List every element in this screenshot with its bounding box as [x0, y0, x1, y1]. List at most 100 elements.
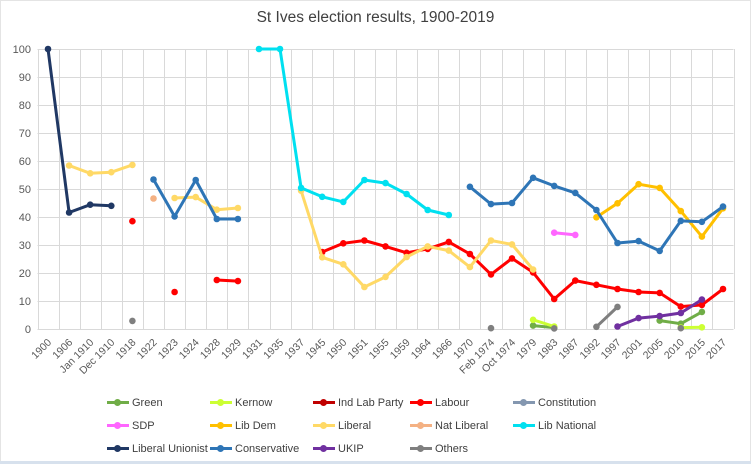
data-point: [529, 266, 537, 273]
x-tick-label: 2001: [620, 337, 645, 362]
y-tick-label: 50: [19, 184, 31, 196]
data-point: [698, 233, 706, 240]
series-line: [552, 231, 577, 237]
data-point: [698, 308, 706, 316]
data-point: [424, 243, 432, 250]
legend-label: Lib National: [538, 419, 597, 432]
data-point: [108, 202, 115, 210]
x-tick-label: 1937: [282, 337, 307, 362]
data-point: [382, 179, 389, 187]
data-point: [445, 247, 453, 254]
legend-marker-icon: [210, 421, 232, 430]
data-point: [677, 217, 685, 225]
data-point: [234, 204, 242, 212]
legend-label: Kernow: [235, 396, 273, 409]
legend-item-labour: Labour: [410, 397, 513, 409]
legend-label: Liberal: [338, 419, 372, 432]
series-line: [257, 47, 451, 217]
y-tick-label: 80: [19, 100, 31, 112]
series-ukip: [614, 296, 706, 330]
data-point: [656, 312, 663, 320]
y-tick-label: 40: [19, 212, 31, 224]
chart-legend: Green Kernow Ind Lab Party Labour Constituti…: [107, 391, 596, 460]
data-point: [487, 324, 495, 332]
legend-marker-icon: [107, 444, 129, 453]
legend-marker-icon: [210, 398, 232, 407]
legend-item-lib-national: Lib National: [513, 420, 596, 432]
y-tick-label: 90: [19, 72, 31, 84]
data-point: [550, 295, 558, 303]
data-point: [593, 206, 600, 214]
x-tick-label: 1931: [240, 337, 265, 362]
data-point: [403, 190, 410, 198]
data-point: [361, 237, 368, 244]
x-tick-label: 2010: [662, 337, 687, 362]
data-point: [487, 200, 495, 208]
data-point: [65, 162, 73, 169]
data-point: [171, 213, 178, 220]
legend-item-liberal-unionist: Liberal Unionist: [107, 443, 210, 455]
legend-label: UKIP: [338, 442, 364, 455]
legend-row: Liberal Unionist Conservative UKIP Others: [107, 437, 596, 460]
data-point: [445, 211, 453, 219]
data-point: [677, 207, 685, 215]
data-point: [276, 45, 284, 53]
y-tick-label: 0: [25, 324, 31, 336]
data-point: [719, 203, 727, 210]
data-point: [424, 206, 432, 214]
series-liberal: [65, 161, 537, 291]
data-point: [572, 277, 579, 284]
data-point: [86, 170, 94, 177]
data-point: [487, 271, 495, 278]
data-point: [108, 168, 115, 176]
data-point: [340, 198, 347, 206]
legend-label: Lib Dem: [235, 419, 276, 432]
gridlines: [37, 49, 735, 330]
data-point: [656, 247, 663, 255]
data-point: [65, 209, 73, 216]
series-labour: [129, 217, 727, 310]
data-point: [593, 281, 600, 289]
legend-label: Others: [435, 442, 469, 455]
y-tick-label: 60: [19, 156, 31, 168]
y-tick-label: 70: [19, 128, 31, 140]
data-point: [656, 184, 663, 192]
data-point: [635, 180, 642, 188]
series-sdp: [550, 229, 579, 239]
data-point: [614, 303, 621, 311]
data-point: [150, 176, 157, 183]
legend-label: Ind Lab Party: [338, 396, 404, 409]
x-tick-label: 1992: [578, 337, 603, 362]
data-point: [318, 193, 326, 201]
data-point: [318, 253, 326, 261]
data-point: [529, 322, 537, 329]
data-point: [382, 243, 389, 250]
series-lib-national: [255, 45, 453, 219]
y-tick-label: 20: [19, 268, 31, 280]
series-line: [594, 305, 619, 329]
data-point: [213, 206, 221, 213]
data-point: [550, 325, 558, 332]
legend-item-kernow: Kernow: [210, 397, 313, 409]
x-tick-label: 1935: [261, 337, 286, 362]
legend-item-constitution: Constitution: [513, 397, 596, 409]
x-tick-label: 1951: [346, 337, 371, 362]
data-point: [550, 229, 558, 236]
legend-item-ind-lab-party: Ind Lab Party: [313, 397, 410, 409]
x-tick-label: 1950: [324, 337, 349, 362]
legend-marker-icon: [107, 398, 129, 407]
data-point: [635, 314, 642, 322]
legend-marker-icon: [410, 444, 432, 453]
legend-marker-icon: [410, 421, 432, 430]
data-point: [677, 324, 685, 332]
x-tick-label: 1959: [388, 337, 413, 362]
x-tick-label: 1964: [409, 337, 434, 362]
x-tick-label: 2005: [641, 337, 666, 362]
series-conservative: [150, 174, 727, 255]
legend-row: SDP Lib Dem Liberal Nat Liberal Lib National: [107, 414, 596, 437]
legend-label: Green: [132, 396, 163, 409]
data-point: [529, 316, 537, 324]
series-line: [531, 324, 556, 330]
